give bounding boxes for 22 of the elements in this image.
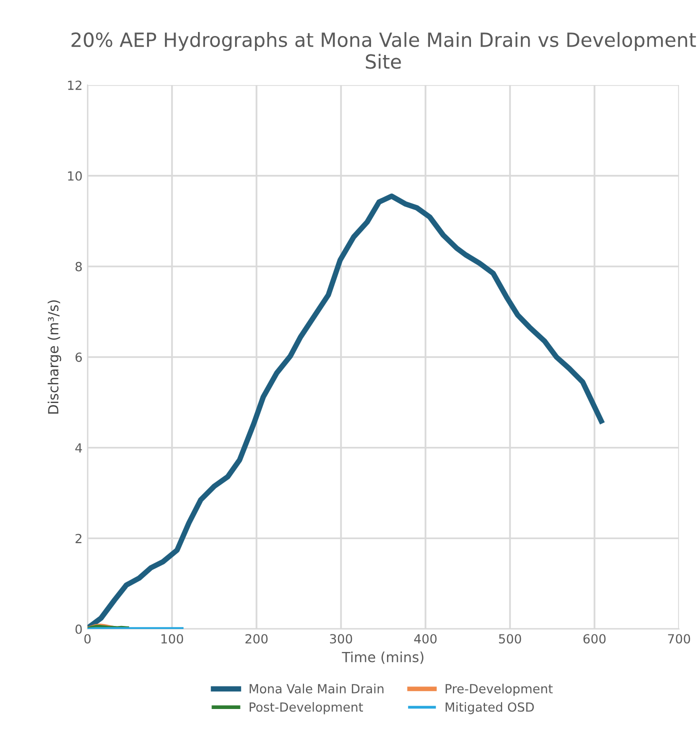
x-axis-title: Time (mins) <box>342 652 424 664</box>
y-tick-label: 10 <box>68 171 82 181</box>
x-tick-label: 200 <box>245 634 268 644</box>
x-tick-label: 600 <box>583 634 606 644</box>
legend-label: Mona Vale Main Drain <box>250 684 384 694</box>
x-tick-label: 400 <box>414 634 437 644</box>
x-tick-label: 0 <box>84 634 91 644</box>
y-tick-label: 2 <box>76 534 82 544</box>
legend-label: Mitigated OSD <box>446 702 534 714</box>
x-tick-label: 500 <box>499 634 522 644</box>
y-tick-label: 4 <box>75 443 82 452</box>
y-tick-label: 12 <box>68 80 82 90</box>
legend-label: Pre-Development <box>446 684 553 696</box>
y-tick-label: 6 <box>76 352 82 362</box>
x-tick-label: 300 <box>330 634 352 644</box>
y-tick-label: 0 <box>76 624 82 634</box>
x-tick-label: 700 <box>668 634 690 644</box>
y-tick-label: 8 <box>76 262 82 272</box>
chart-title: 20% AEP Hydrographs at Mona Vale Main Drain vs Development Site <box>72 32 696 69</box>
y-axis-title: Discharge (m³/s) <box>48 300 62 414</box>
legend-label: Post-Development <box>250 702 363 714</box>
x-tick-label: 100 <box>161 634 184 644</box>
